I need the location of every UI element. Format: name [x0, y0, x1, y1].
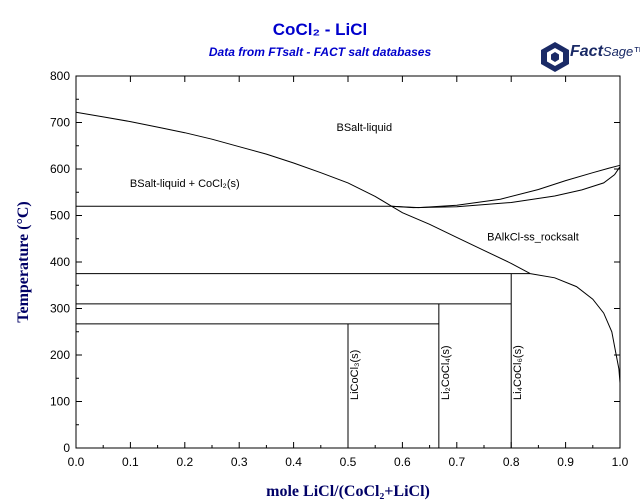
x-tick-label: 0.8 [503, 455, 520, 469]
liquid-lower-boundary [391, 166, 621, 209]
y-tick-label: 700 [50, 116, 70, 130]
x-tick-label: 0.5 [340, 455, 357, 469]
region-label: BSalt-liquid + CoCl₂(s) [130, 178, 240, 190]
y-tick-label: 800 [50, 69, 70, 83]
factsage-logo: FactSage™ [538, 40, 640, 74]
x-tick-label: 0.0 [68, 455, 85, 469]
x-tick-label: 0.2 [176, 455, 193, 469]
x-tick-label: 0.4 [285, 455, 302, 469]
x-tick-label: 0.1 [122, 455, 139, 469]
region-label: BSalt-liquid [336, 122, 392, 134]
chart-subtitle: Data from FTsalt - FACT salt databases [208, 45, 432, 59]
compound-label: Li₂CoCl₄(s) [440, 345, 452, 400]
liquidus-right-curve [391, 205, 531, 275]
y-tick-label: 0 [63, 441, 70, 455]
y-tick-label: 100 [50, 395, 70, 409]
x-tick-label: 0.3 [231, 455, 248, 469]
liquid-upper-boundary [391, 164, 621, 209]
compound-label: LiCoCl₃(s) [349, 350, 361, 400]
compound-label: Li₄CoCl₆(s) [512, 345, 524, 400]
rocksalt-solvus-curve [530, 273, 621, 383]
logo-text: FactSage™ [570, 43, 640, 61]
y-tick-label: 500 [50, 209, 70, 223]
region-label: BAlkCl-ss_rocksalt [487, 231, 579, 243]
x-tick-label: 0.9 [557, 455, 574, 469]
logo-text-main: Fact [570, 43, 603, 60]
chart-title: CoCl₂ - LiCl [272, 20, 368, 39]
x-tick-label: 0.7 [448, 455, 465, 469]
x-tick-label: 1.0 [612, 455, 629, 469]
x-tick-label: 0.6 [394, 455, 411, 469]
y-axis-title: Temperature (°C) [15, 201, 32, 322]
y-tick-label: 300 [50, 302, 70, 316]
liquidus-left-curve [75, 111, 392, 207]
x-axis-title: mole LiCl/(CoCl₂+LiCl) [266, 483, 430, 500]
y-tick-label: 400 [50, 255, 70, 269]
logo-text-sage: Sage™ [602, 44, 640, 59]
y-tick-label: 600 [50, 162, 70, 176]
factsage-logo-icon [541, 42, 569, 72]
y-tick-label: 200 [50, 348, 70, 362]
